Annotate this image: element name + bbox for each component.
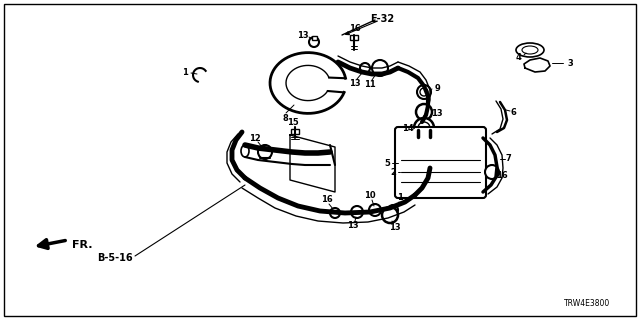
Text: 13: 13 <box>297 30 309 39</box>
Ellipse shape <box>241 145 249 157</box>
Circle shape <box>485 165 499 179</box>
Circle shape <box>258 145 272 159</box>
Text: 6: 6 <box>510 108 516 116</box>
Text: 3: 3 <box>567 59 573 68</box>
Text: 1: 1 <box>397 194 403 203</box>
Text: 12: 12 <box>249 133 261 142</box>
Text: 14: 14 <box>402 124 414 132</box>
Ellipse shape <box>522 46 538 54</box>
Circle shape <box>418 122 430 134</box>
Circle shape <box>309 37 319 47</box>
Text: 10: 10 <box>364 191 376 201</box>
Polygon shape <box>524 58 550 72</box>
Text: 8: 8 <box>282 114 288 123</box>
Text: B-5-16: B-5-16 <box>97 253 133 263</box>
Circle shape <box>360 63 370 73</box>
Text: 16: 16 <box>321 196 333 204</box>
Circle shape <box>417 85 431 99</box>
Text: 16: 16 <box>349 23 361 33</box>
Text: 13: 13 <box>431 108 443 117</box>
Circle shape <box>416 104 432 120</box>
Bar <box>350 35 358 40</box>
Ellipse shape <box>516 43 544 57</box>
Circle shape <box>369 204 381 216</box>
Text: 15: 15 <box>287 117 299 126</box>
Bar <box>312 36 317 40</box>
Circle shape <box>420 88 428 96</box>
Circle shape <box>351 206 363 218</box>
FancyBboxPatch shape <box>395 127 486 198</box>
Text: 1: 1 <box>182 68 188 76</box>
Text: FR.: FR. <box>72 240 93 250</box>
Text: 11: 11 <box>364 79 376 89</box>
Text: 7: 7 <box>505 154 511 163</box>
Circle shape <box>414 118 434 138</box>
Text: 16: 16 <box>496 171 508 180</box>
Circle shape <box>382 207 398 223</box>
Text: 9: 9 <box>434 84 440 92</box>
Circle shape <box>330 208 340 218</box>
Text: 13: 13 <box>389 223 401 233</box>
Circle shape <box>388 205 398 215</box>
Bar <box>291 129 299 134</box>
Text: 13: 13 <box>347 220 359 229</box>
Text: TRW4E3800: TRW4E3800 <box>564 299 610 308</box>
Text: 2: 2 <box>390 167 396 177</box>
Text: E-32: E-32 <box>370 14 394 24</box>
Text: 13: 13 <box>349 78 361 87</box>
Text: 5: 5 <box>384 158 390 167</box>
Text: 4: 4 <box>516 52 522 61</box>
Circle shape <box>372 60 388 76</box>
